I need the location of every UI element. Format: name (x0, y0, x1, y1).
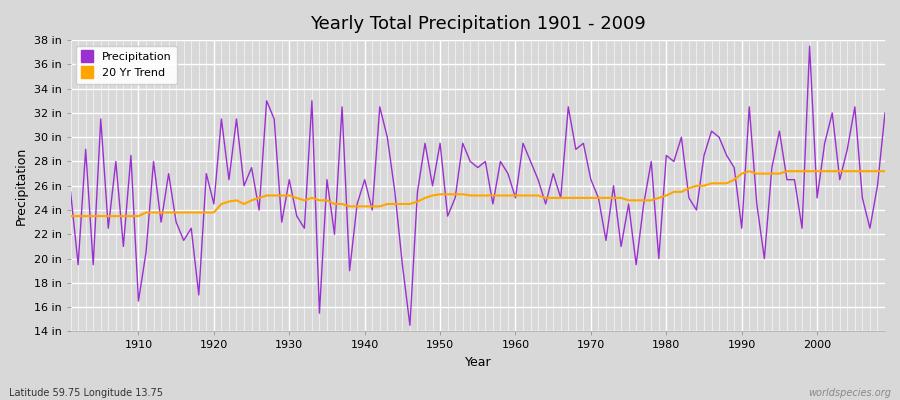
Text: worldspecies.org: worldspecies.org (808, 388, 891, 398)
Text: Latitude 59.75 Longitude 13.75: Latitude 59.75 Longitude 13.75 (9, 388, 163, 398)
X-axis label: Year: Year (464, 356, 491, 369)
Title: Yearly Total Precipitation 1901 - 2009: Yearly Total Precipitation 1901 - 2009 (310, 15, 645, 33)
Y-axis label: Precipitation: Precipitation (15, 147, 28, 225)
Legend: Precipitation, 20 Yr Trend: Precipitation, 20 Yr Trend (76, 46, 177, 84)
